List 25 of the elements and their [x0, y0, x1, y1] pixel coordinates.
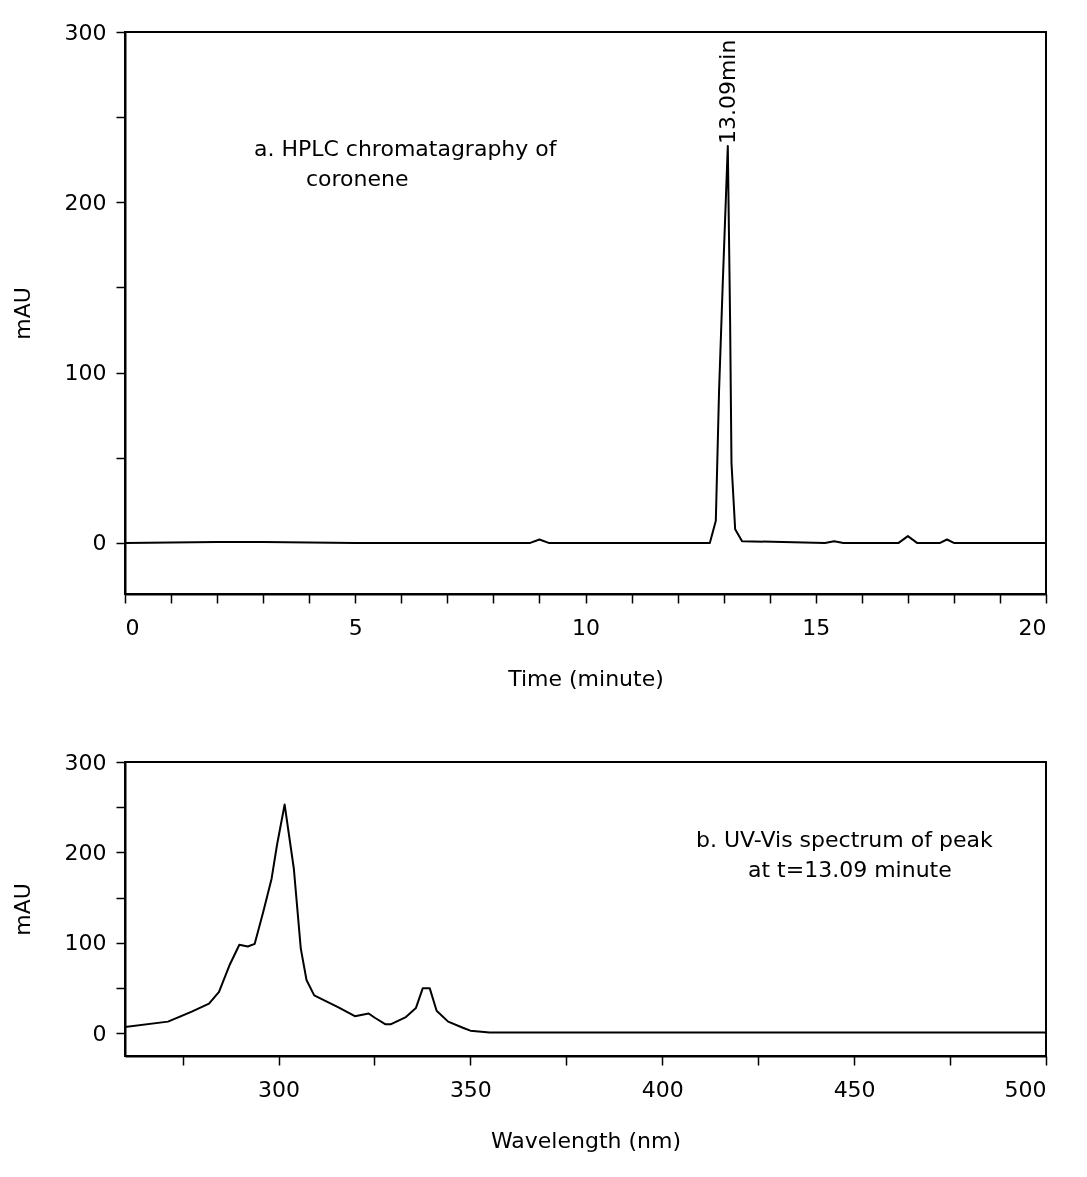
y-tick-label: 0 [92, 1020, 107, 1046]
y-tick-label: 200 [64, 839, 107, 865]
y-axis-title: mAU [9, 883, 35, 936]
x-tick-label: 10 [572, 614, 600, 640]
x-tick-label: 450 [833, 1076, 876, 1102]
x-axis-title: Time (minute) [507, 665, 664, 691]
x-tick-label: 15 [802, 614, 831, 640]
text: b. UV-Vis spectrum of peak at t=13.09 minute [696, 826, 993, 882]
y-tick-label: 300 [64, 749, 107, 775]
x-axis-title: Wavelength (nm) [490, 1127, 682, 1153]
x-tick-label: 350 [449, 1076, 492, 1102]
y-tick-label: 300 [64, 19, 107, 45]
y-tick-label: 200 [64, 189, 107, 215]
text: a. HPLC chromatagraphy of coronene [253, 135, 558, 191]
annotation: 13.09min [714, 39, 740, 145]
x-tick-label: 0 [125, 614, 140, 640]
y-tick-label: 100 [64, 930, 107, 956]
x-tick-label: 500 [1004, 1076, 1047, 1102]
y-tick-label: 0 [92, 530, 107, 556]
y-tick-label: 100 [64, 360, 107, 386]
x-tick-label: 20 [1018, 614, 1047, 640]
y-axis-title: mAU [9, 287, 35, 340]
x-tick-label: 300 [258, 1076, 300, 1102]
x-tick-label: 5 [348, 614, 363, 640]
x-tick-label: 400 [641, 1076, 684, 1102]
